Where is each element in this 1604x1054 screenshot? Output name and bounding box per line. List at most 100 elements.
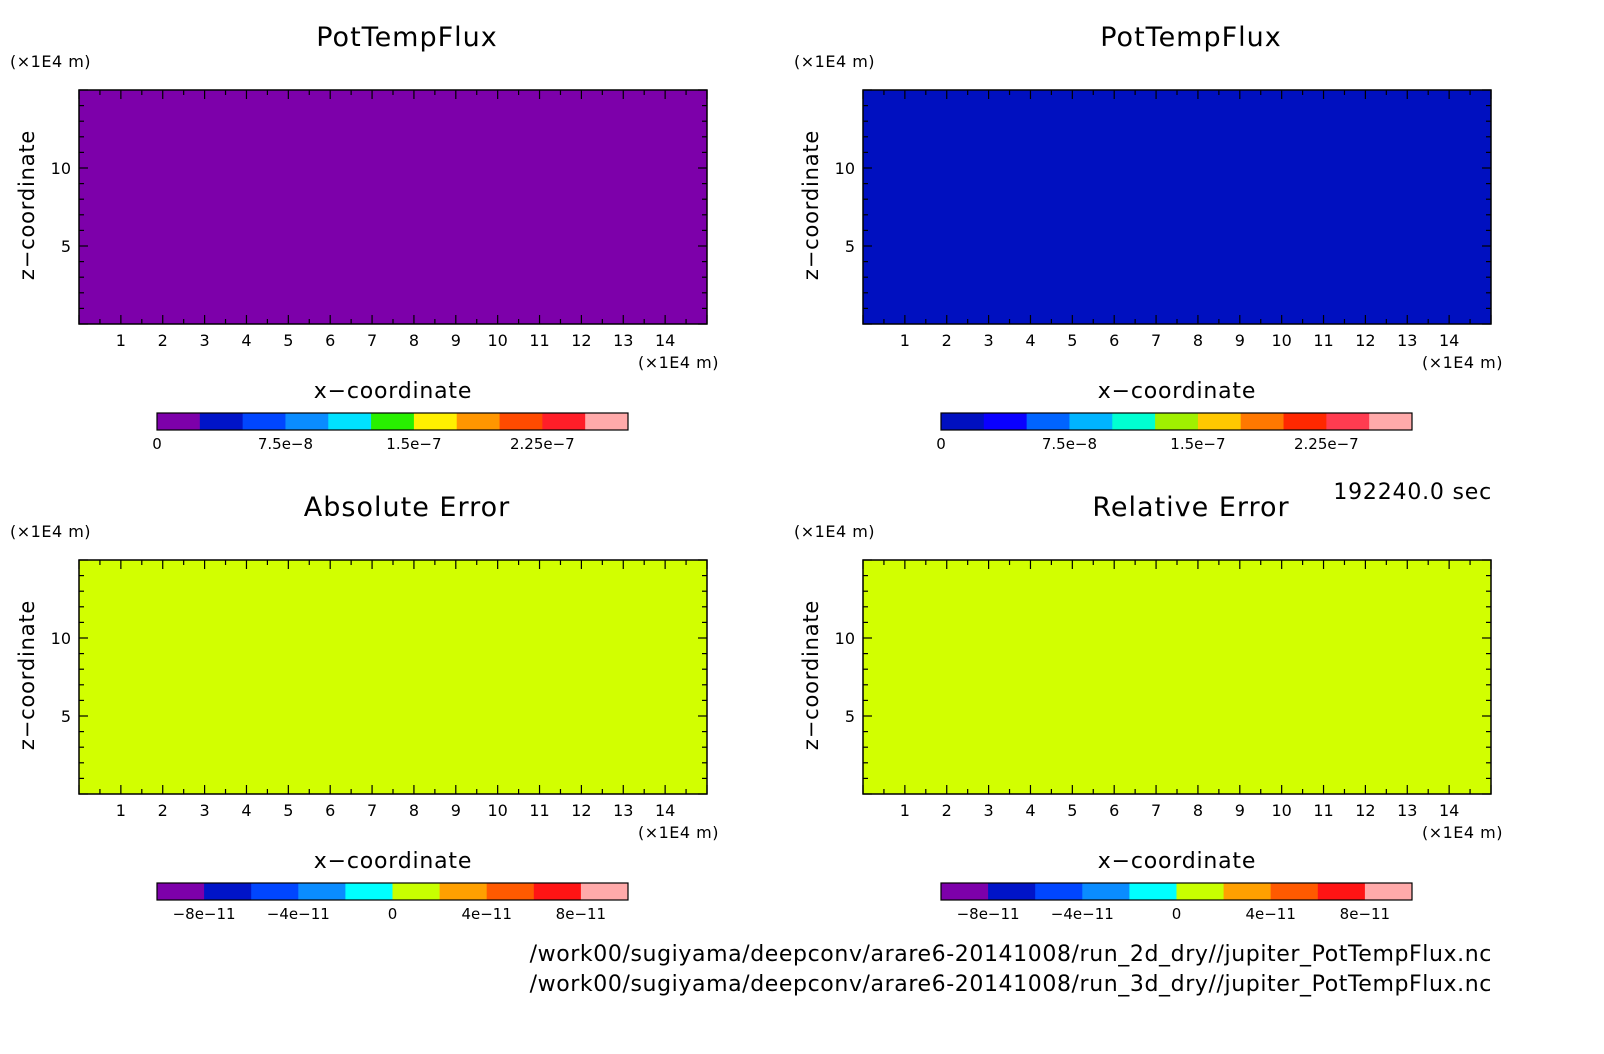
panel-3-x-tick-label: 7 <box>367 801 377 820</box>
panel-2-y-tick-label: 10 <box>835 159 855 178</box>
panel-3-colorbar-label: 4e−11 <box>461 905 511 923</box>
panel-3-x-axis-label: x−coordinate <box>314 849 472 874</box>
panel-4-colorbar-swatch <box>1223 883 1272 900</box>
panel-3-colorbar-swatch <box>439 883 488 900</box>
panel-2-x-tick-label: 13 <box>1397 331 1417 350</box>
panel-4-y-tick-label: 10 <box>835 629 855 648</box>
panel-1-y-axis-label: z−coordinate <box>15 130 39 280</box>
panel-4-colorbar-label: −4e−11 <box>1051 905 1114 923</box>
panel-3-x-tick-label: 3 <box>200 801 210 820</box>
panel-1-colorbar-swatch <box>242 413 286 430</box>
panel-2-field <box>863 90 1491 324</box>
panel-3-y-tick-label: 10 <box>51 629 71 648</box>
panel-2-x-axis-label: x−coordinate <box>1098 379 1256 404</box>
panel-3-y-unit: (×1E4 m) <box>10 522 91 541</box>
panel-1-colorbar-label: 7.5e−8 <box>258 435 313 453</box>
panel-1-colorbar-swatch <box>199 413 244 430</box>
panel-4-x-tick-label: 9 <box>1235 801 1245 820</box>
panel-2-y-tick-label: 5 <box>845 237 855 256</box>
panel-3-colorbar-swatch <box>157 883 205 900</box>
panel-4-x-tick-label: 12 <box>1355 801 1375 820</box>
panel-2-title: PotTempFlux <box>1100 22 1282 53</box>
panel-1-y-unit: (×1E4 m) <box>10 52 91 71</box>
panel-2-colorbar-swatch <box>1197 413 1242 430</box>
panel-3-y-axis-label: z−coordinate <box>15 600 39 750</box>
panel-2-x-tick-label: 8 <box>1193 331 1203 350</box>
panel-2-colorbar-label: 7.5e−8 <box>1042 435 1097 453</box>
panel-4-x-tick-label: 13 <box>1397 801 1417 820</box>
panel-2-y-unit: (×1E4 m) <box>794 52 875 71</box>
panel-4-y-tick-label: 5 <box>845 707 855 726</box>
panel-3-colorbar-swatch <box>204 883 252 900</box>
panel-1-colorbar-swatch <box>456 413 501 430</box>
panel-4-x-tick-label: 1 <box>900 801 910 820</box>
panel-1-title: PotTempFlux <box>316 22 498 53</box>
panel-4-field <box>863 560 1491 794</box>
panel-1-x-tick-label: 7 <box>367 331 377 350</box>
panel-4-x-tick-label: 14 <box>1439 801 1459 820</box>
panel-3-colorbar-label: −8e−11 <box>173 905 236 923</box>
time-label: 192240.0 sec <box>1333 480 1492 505</box>
panel-2-x-tick-label: 6 <box>1109 331 1119 350</box>
footer-file-path-2: /work00/sugiyama/deepconv/arare6-2014100… <box>529 972 1492 997</box>
panel-4-x-tick-label: 2 <box>942 801 952 820</box>
panel-1-x-tick-label: 11 <box>529 331 549 350</box>
panel-4-x-tick-label: 3 <box>984 801 994 820</box>
panel-1-colorbar-swatch <box>413 413 458 430</box>
panel-1-colorbar-swatch <box>542 413 586 430</box>
panel-3-x-unit: (×1E4 m) <box>638 823 719 842</box>
panel-2-colorbar-swatch <box>1326 413 1370 430</box>
panel-1-x-tick-label: 6 <box>325 331 335 350</box>
panel-1-colorbar-swatch <box>285 413 329 430</box>
panel-3-field <box>79 560 707 794</box>
panel-4-x-tick-label: 8 <box>1193 801 1203 820</box>
panel-2-colorbar-swatch <box>1369 413 1413 430</box>
panel-2-colorbar-swatch <box>1069 413 1113 430</box>
panel-1-x-tick-label: 3 <box>200 331 210 350</box>
panel-1-colorbar-swatch <box>328 413 372 430</box>
panel-3-x-tick-label: 11 <box>529 801 549 820</box>
panel-4-colorbar-label: 4e−11 <box>1245 905 1295 923</box>
panel-4-colorbar-swatch <box>1270 883 1319 900</box>
panel-3-colorbar-label: 8e−11 <box>556 905 606 923</box>
panel-2-x-tick-label: 14 <box>1439 331 1459 350</box>
panel-1-x-tick-label: 12 <box>571 331 591 350</box>
panel-2-colorbar-frame <box>940 412 1413 431</box>
panel-2-x-tick-label: 3 <box>984 331 994 350</box>
panel-4-colorbar-swatch <box>941 883 989 900</box>
panel-1-x-tick-label: 10 <box>487 331 507 350</box>
panel-2-x-tick-label: 9 <box>1235 331 1245 350</box>
panel-1-colorbar-label: 0 <box>152 435 162 453</box>
panel-1-colorbar-label: 2.25e−7 <box>510 435 575 453</box>
panel-1-x-unit: (×1E4 m) <box>638 353 719 372</box>
panel-3-x-tick-label: 12 <box>571 801 591 820</box>
panel-3-colorbar-swatch <box>392 883 441 900</box>
panel-3-x-tick-label: 6 <box>325 801 335 820</box>
panel-1-y-tick-label: 10 <box>51 159 71 178</box>
panel-3-x-tick-label: 13 <box>613 801 633 820</box>
panel-2-colorbar-label: 2.25e−7 <box>1294 435 1359 453</box>
panel-2-colorbar-swatch <box>1283 413 1327 430</box>
panel-1-x-tick-label: 4 <box>241 331 251 350</box>
panel-2-x-tick-label: 1 <box>900 331 910 350</box>
panel-3-colorbar-swatch <box>345 883 393 900</box>
panel-4-colorbar-label: −8e−11 <box>957 905 1020 923</box>
panel-3-colorbar-label: 0 <box>388 905 398 923</box>
footer-file-path-1: /work00/sugiyama/deepconv/arare6-2014100… <box>529 942 1492 967</box>
panel-1-colorbar-swatch <box>499 413 543 430</box>
panel-3-colorbar-frame <box>156 882 629 901</box>
panel-3-x-tick-label: 8 <box>409 801 419 820</box>
panel-2-x-unit: (×1E4 m) <box>1422 353 1503 372</box>
panel-3-title: Absolute Error <box>304 492 510 523</box>
panel-3-colorbar-swatch <box>486 883 535 900</box>
panel-2-x-tick-label: 2 <box>942 331 952 350</box>
panel-4-x-tick-label: 5 <box>1067 801 1077 820</box>
panel-2-colorbar-swatch <box>1026 413 1070 430</box>
panel-2-x-tick-label: 4 <box>1025 331 1035 350</box>
panel-1-x-tick-label: 13 <box>613 331 633 350</box>
panel-2-colorbar-label: 0 <box>936 435 946 453</box>
panel-3-x-tick-label: 14 <box>655 801 675 820</box>
panel-1-x-tick-label: 14 <box>655 331 675 350</box>
panel-1-colorbar-swatch <box>585 413 629 430</box>
